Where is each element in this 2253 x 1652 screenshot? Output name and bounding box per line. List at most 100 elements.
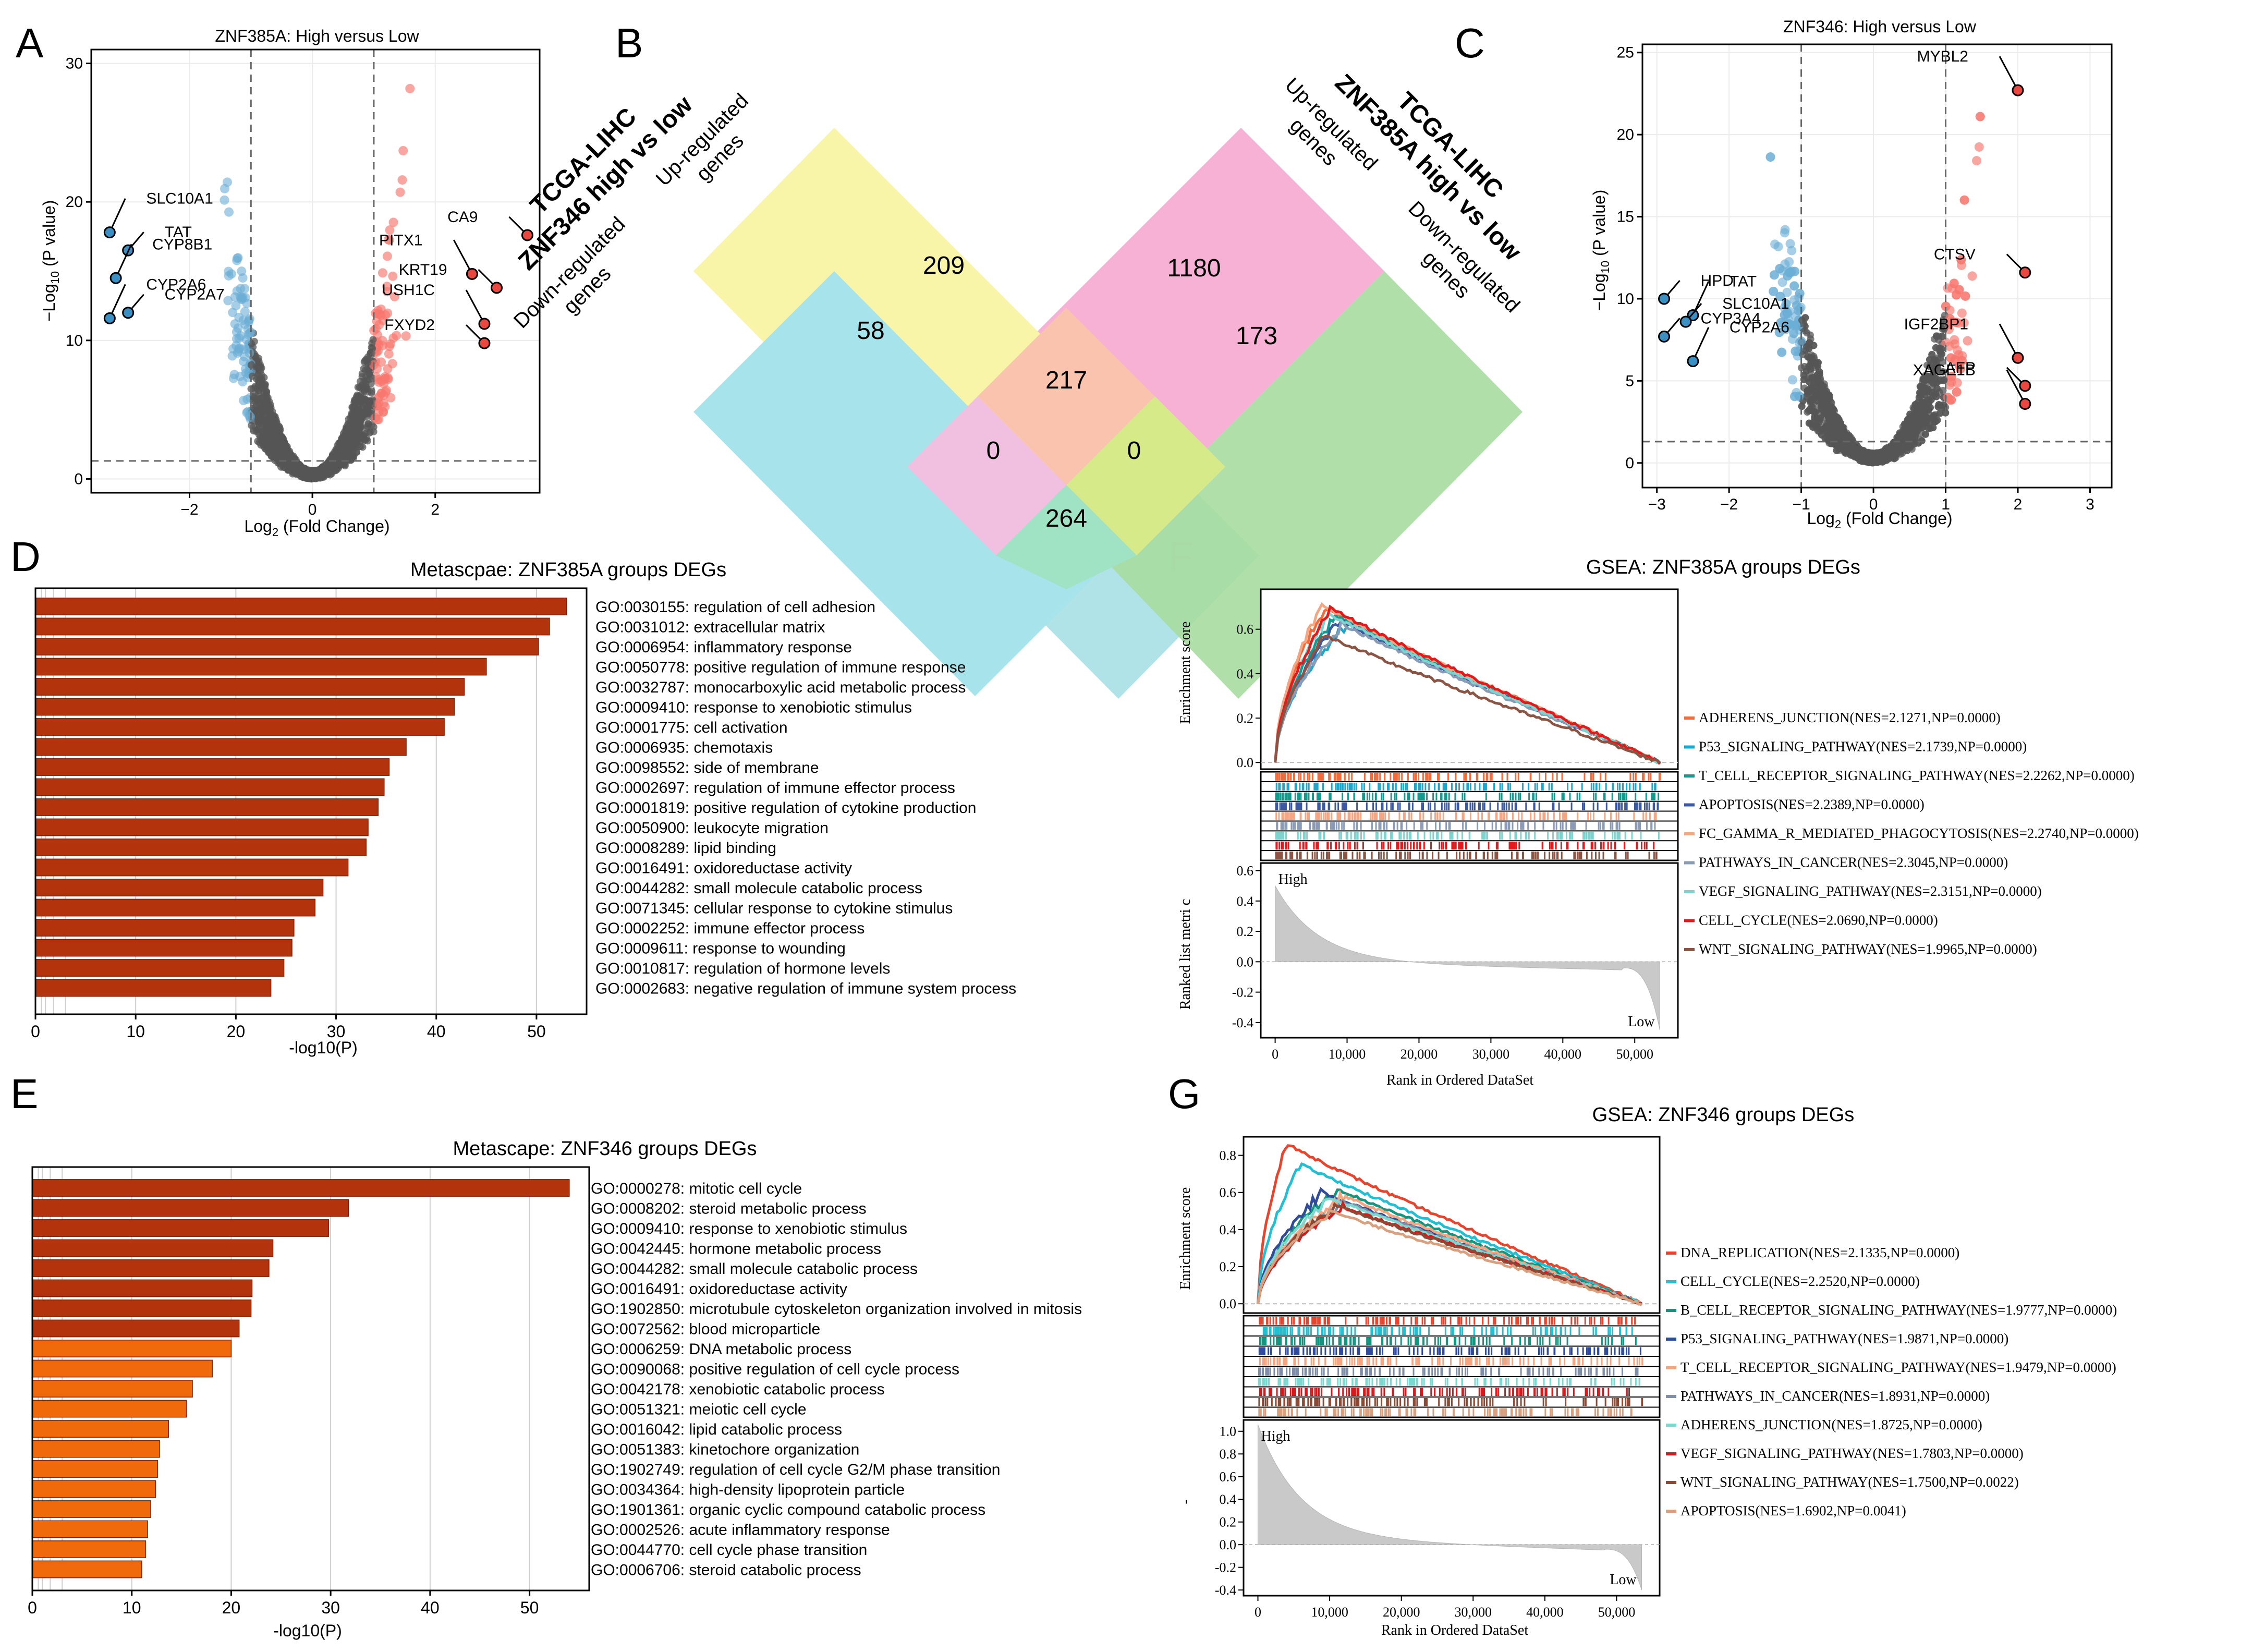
volcano-point [362,383,370,391]
gene-label: FXYD2 [384,317,435,334]
volcano-point [364,420,372,428]
volcano-point [223,296,233,306]
volcano-point [1777,347,1787,357]
gene-label: CYP8B1 [152,236,212,253]
volcano-point [387,359,397,369]
volcano-point [344,424,351,432]
volcano-point [367,367,374,375]
volcano-point [283,450,291,457]
volcano-point [1938,333,1946,341]
volcano-point [364,408,372,416]
volcano-point [236,331,246,341]
volcano-point [1950,339,1959,349]
volcano-point [1829,408,1836,416]
gene-highlight-point [491,282,503,294]
volcano-point [1974,142,1984,152]
volcano-point [1959,195,1969,205]
panel-letter-g: G [1168,1071,1200,1117]
volcano-point [347,443,355,451]
volcano-point [384,349,394,359]
volcano-point [317,471,325,479]
volcano-point [384,235,394,245]
volcano-point [369,345,376,353]
volcano-point [1975,112,1985,122]
volcano-point [274,450,282,458]
volcano-point [1795,288,1805,298]
volcano-point [257,415,265,423]
volcano-point [383,373,393,383]
volcano-point [348,453,356,461]
volcano-point [220,184,230,193]
gene-label: KRT19 [399,261,447,278]
gene-highlight-point [478,337,491,349]
volcano-point [1770,239,1780,249]
gene-label-leader [115,244,132,278]
volcano-point [405,83,415,93]
volcano-point [264,424,272,432]
panel-bg [91,50,540,493]
volcano-point [335,443,343,451]
gene-label-leader [108,284,126,319]
gene-label-leader [453,239,473,275]
volcano-point [382,251,392,261]
volcano-point [361,396,369,404]
volcano-point [248,372,256,380]
volcano-point [1963,336,1972,346]
volcano-point [1972,156,1982,166]
volcano-point [255,389,263,397]
gene-label: SLC10A1 [146,190,213,208]
volcano-point [233,348,242,358]
gene-label: CA9 [447,209,478,226]
volcano-point [398,145,408,155]
volcano-point [1787,375,1797,385]
volcano-point [388,271,398,281]
volcano-point [397,175,407,185]
volcano-point [259,440,266,447]
volcano-point [239,396,249,406]
volcano-point [378,407,388,417]
gene-highlight-point [103,312,116,324]
volcano-point [357,443,365,451]
panel-letter-c: C [1455,20,1485,66]
volcano-point [376,388,386,398]
volcano-point [377,268,387,278]
volcano-point [297,463,305,471]
volcano-point [230,319,240,329]
volcano-point [273,427,281,435]
volcano-point [232,256,242,265]
volcano-point [1935,401,1943,409]
volcano-point [272,418,280,426]
gene-highlight-point [466,268,478,280]
x-tick-label: −2 [180,501,198,518]
volcano-point [256,373,264,381]
volcano-point [1791,346,1800,356]
volcano-point [1814,362,1822,370]
volcano-point [264,432,272,440]
volcano-point [312,467,320,475]
volcano-point [340,438,348,445]
gene-highlight-point [478,318,491,330]
panel-letter-b: B [615,20,643,66]
volcano-point [245,348,254,358]
volcano-point [1967,271,1977,281]
volcano-point [389,291,399,301]
volcano-point [371,308,381,318]
volcano-point [261,382,269,390]
panel-letter-d: D [10,533,41,580]
y-tick-label: 0 [74,470,83,488]
volcano-point [385,225,395,235]
gene-label: CYP2A7 [165,286,225,303]
volcano-point [324,467,332,475]
volcano-point [345,431,353,439]
volcano-point [395,187,405,197]
y-tick-label: 10 [66,332,83,349]
volcano-point [232,286,242,296]
volcano-point [1807,397,1814,405]
volcano-point [1789,329,1799,338]
volcano-point [277,455,285,463]
volcano-point [253,426,261,434]
volcano-a-ylabel: −Log10 (P value) [40,200,62,322]
volcano-point [302,473,310,481]
volcano-point [353,397,361,405]
